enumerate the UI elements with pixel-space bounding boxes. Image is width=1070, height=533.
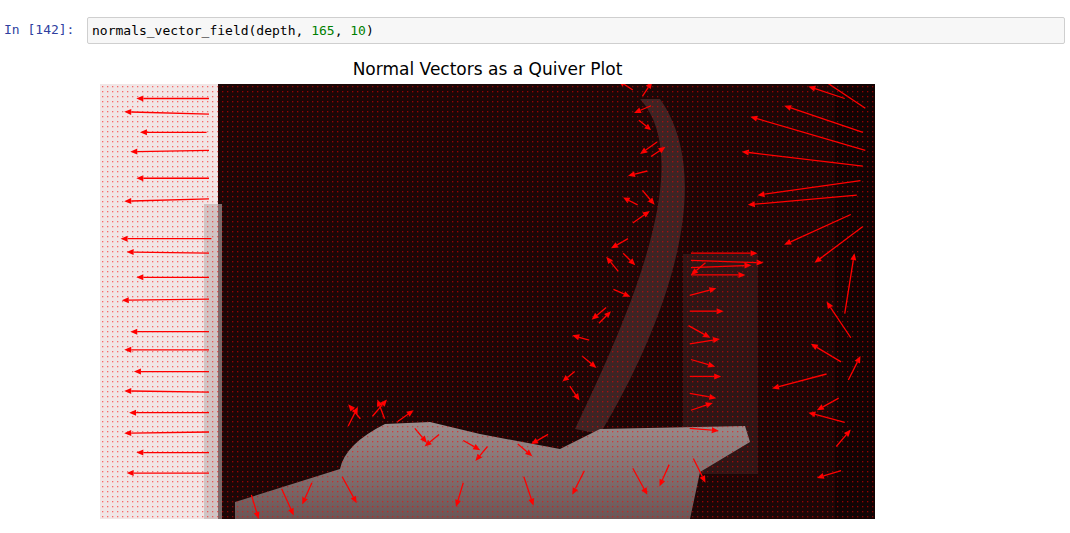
arrow xyxy=(691,272,745,278)
arrow xyxy=(808,412,844,423)
arrow xyxy=(518,444,533,456)
arrow xyxy=(817,398,839,410)
arrow xyxy=(455,483,463,507)
arrow xyxy=(475,447,487,462)
arrow xyxy=(251,495,259,519)
arrow xyxy=(690,287,717,295)
arrow xyxy=(693,459,705,483)
arrow xyxy=(628,171,647,177)
arrow xyxy=(691,402,713,410)
arrow xyxy=(282,489,294,516)
arrow xyxy=(633,211,650,223)
arrow xyxy=(572,471,584,495)
arrow xyxy=(129,410,209,416)
arrow xyxy=(639,120,651,130)
arrow xyxy=(758,181,861,197)
arrow xyxy=(372,399,387,416)
arrow xyxy=(463,440,480,450)
arrow xyxy=(808,86,844,99)
arrow xyxy=(599,311,611,323)
arrow xyxy=(121,236,212,242)
arrow xyxy=(784,215,851,245)
arrow xyxy=(811,344,841,362)
arrow xyxy=(690,393,717,400)
arrow xyxy=(122,297,209,303)
arrow xyxy=(415,428,427,443)
arrow xyxy=(124,347,209,353)
code-text: normals_vector_field(depth, 165, 10) xyxy=(92,23,374,38)
arrow xyxy=(302,483,312,505)
depth-image xyxy=(100,84,875,519)
arrow xyxy=(425,434,440,446)
arrow xyxy=(643,190,655,205)
figure: Normal Vectors as a Quiver Plot xyxy=(0,50,1070,533)
arrow xyxy=(848,356,860,380)
arrow xyxy=(690,308,724,314)
arrow xyxy=(611,239,628,249)
arrow xyxy=(572,334,589,340)
arrow xyxy=(640,142,657,154)
arrow xyxy=(634,106,651,113)
arrow xyxy=(124,109,209,115)
arrow xyxy=(643,84,653,96)
chart: Normal Vectors as a Quiver Plot xyxy=(0,50,1070,533)
arrow xyxy=(127,249,209,255)
arrow xyxy=(606,257,618,272)
arrow xyxy=(136,274,209,280)
arrow xyxy=(633,468,648,495)
arrow xyxy=(690,337,720,344)
arrow xyxy=(582,356,597,368)
arrow xyxy=(690,373,721,379)
arrow xyxy=(811,84,865,108)
arrow xyxy=(750,116,865,151)
arrow xyxy=(613,289,630,296)
arrow xyxy=(127,470,209,476)
arrow xyxy=(124,198,209,204)
arrow xyxy=(342,477,357,504)
arrow xyxy=(618,84,633,90)
arrow xyxy=(691,250,758,256)
arrow xyxy=(691,360,715,368)
code-cell[interactable]: normals_vector_field(depth, 165, 10) xyxy=(87,17,1065,44)
arrow xyxy=(397,410,414,422)
arrow xyxy=(659,465,669,487)
title: Normal Vectors as a Quiver Plot xyxy=(353,59,623,79)
arrow xyxy=(130,149,209,155)
arrow xyxy=(134,369,209,375)
arrow xyxy=(136,450,209,456)
arrow xyxy=(772,374,826,390)
arrow xyxy=(689,326,711,338)
arrow xyxy=(814,227,862,263)
arrow xyxy=(748,195,857,207)
arrow xyxy=(377,399,385,418)
arrow xyxy=(124,430,209,436)
arrow xyxy=(691,263,706,275)
arrow xyxy=(124,388,209,394)
arrow xyxy=(136,96,209,102)
arrow xyxy=(623,253,635,265)
arrow xyxy=(836,430,851,447)
arrow xyxy=(140,129,207,135)
arrow xyxy=(531,434,548,444)
arrow xyxy=(784,105,863,132)
cell-prompt: In [142]: xyxy=(4,22,74,37)
arrow xyxy=(136,175,209,181)
arrow xyxy=(690,427,719,433)
arrow xyxy=(524,477,534,506)
arrow xyxy=(570,386,580,401)
arrow xyxy=(742,150,863,167)
arrow xyxy=(691,260,764,266)
arrow xyxy=(563,372,575,382)
arrow xyxy=(827,302,851,338)
arrow xyxy=(651,147,666,157)
arrow xyxy=(845,253,857,313)
arrows xyxy=(121,84,866,519)
arrow xyxy=(817,471,841,479)
arrow xyxy=(348,404,360,419)
arrow xyxy=(130,329,209,335)
arrow xyxy=(623,198,638,205)
